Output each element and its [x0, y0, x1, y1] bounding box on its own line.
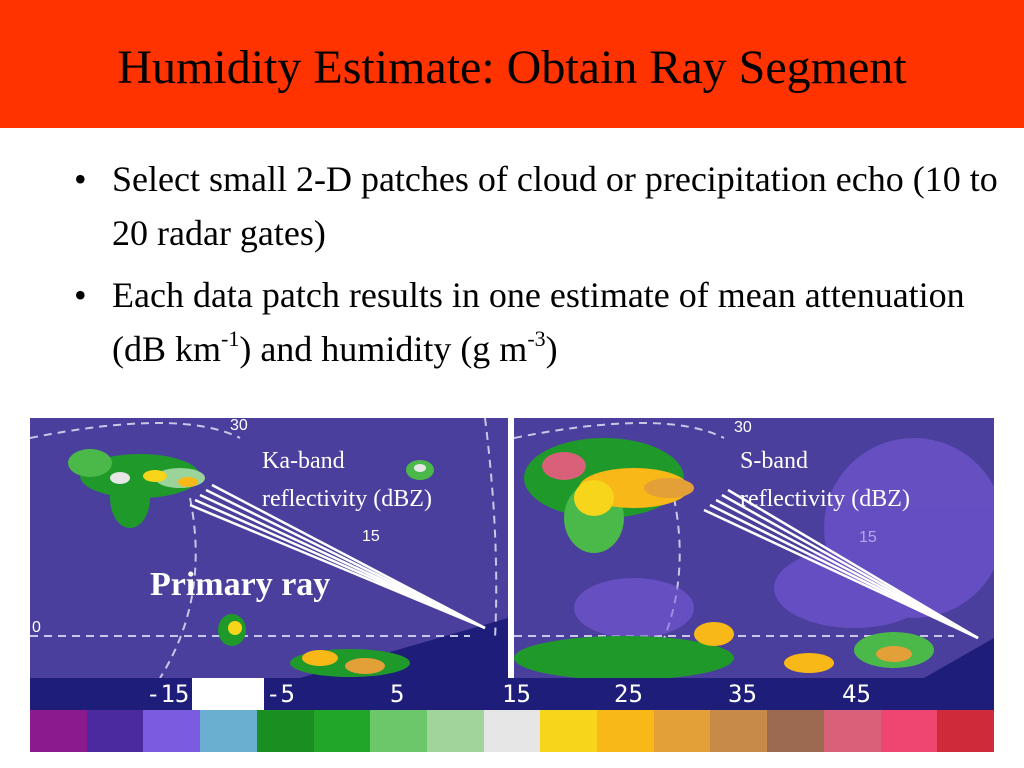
scale-tick: 35 [728, 680, 757, 708]
ka-band-panel: 30 15 0 [30, 418, 508, 678]
bullet-dot: • [74, 275, 87, 315]
colorscale-swatch [426, 710, 484, 752]
colorscale-swatches [30, 710, 994, 752]
colorscale-swatch [710, 710, 768, 752]
bullet-text: Select small 2-D patches of cloud or pre… [112, 159, 998, 253]
title-bar: Humidity Estimate: Obtain Ray Segment [0, 0, 1024, 128]
ka-ray-lines [189, 483, 486, 630]
colorscale-swatch [540, 710, 598, 752]
s-band-radar-image: 30 15 [514, 419, 994, 678]
colorscale-swatch [143, 710, 201, 752]
s-echo-patch-main [524, 438, 694, 553]
colorscale-swatch [767, 710, 824, 752]
colorscale-swatch [313, 710, 371, 752]
bullet-list: • Select small 2-D patches of cloud or p… [74, 152, 1004, 384]
slide-title: Humidity Estimate: Obtain Ray Segment [117, 41, 907, 94]
scale-tick: -15 [146, 680, 190, 708]
svg-text:30: 30 [230, 418, 248, 434]
bullet-item: • Each data patch results in one estimat… [74, 268, 1004, 376]
scale-gap [192, 678, 264, 710]
s-ray-lines [703, 488, 979, 640]
radar-figure: 30 15 0 [30, 418, 994, 752]
s-band-panel: 30 15 [514, 418, 994, 678]
ka-band-radar-image: 30 15 0 [30, 418, 508, 678]
colorscale-ticks: -15 -5 5 15 25 35 45 [30, 678, 994, 710]
ka-band-label: Ka-band reflectivity (dBZ) [262, 448, 432, 512]
colorscale-swatch [823, 710, 881, 752]
colorscale-swatch [370, 710, 427, 752]
scale-tick: 45 [842, 680, 871, 708]
bullet-text: Each data patch results in one estimate … [112, 275, 965, 369]
colorscale-swatch [256, 710, 314, 752]
svg-text:0: 0 [32, 619, 41, 636]
svg-text:30: 30 [734, 419, 752, 436]
colorscale-swatch [653, 710, 711, 752]
svg-text:15: 15 [362, 528, 380, 545]
colorscale-swatch [483, 710, 541, 752]
panel-divider [508, 418, 514, 678]
scale-tick: 25 [614, 680, 643, 708]
ka-echo-patch-main [68, 449, 205, 528]
colorscale-swatch [200, 710, 257, 752]
scale-tick: 15 [502, 680, 531, 708]
colorscale-swatch [86, 710, 144, 752]
bullet-item: • Select small 2-D patches of cloud or p… [74, 152, 1004, 260]
colorscale-swatch [597, 710, 654, 752]
colorscale-swatch [30, 710, 87, 752]
colorscale-swatch [937, 710, 994, 752]
colorscale-swatch [880, 710, 938, 752]
scale-tick: 5 [390, 680, 405, 708]
s-band-label: S-band reflectivity (dBZ) [740, 448, 910, 512]
primary-ray-label: Primary ray [150, 566, 331, 603]
bullet-dot: • [74, 159, 87, 199]
scale-tick: -5 [266, 680, 295, 708]
